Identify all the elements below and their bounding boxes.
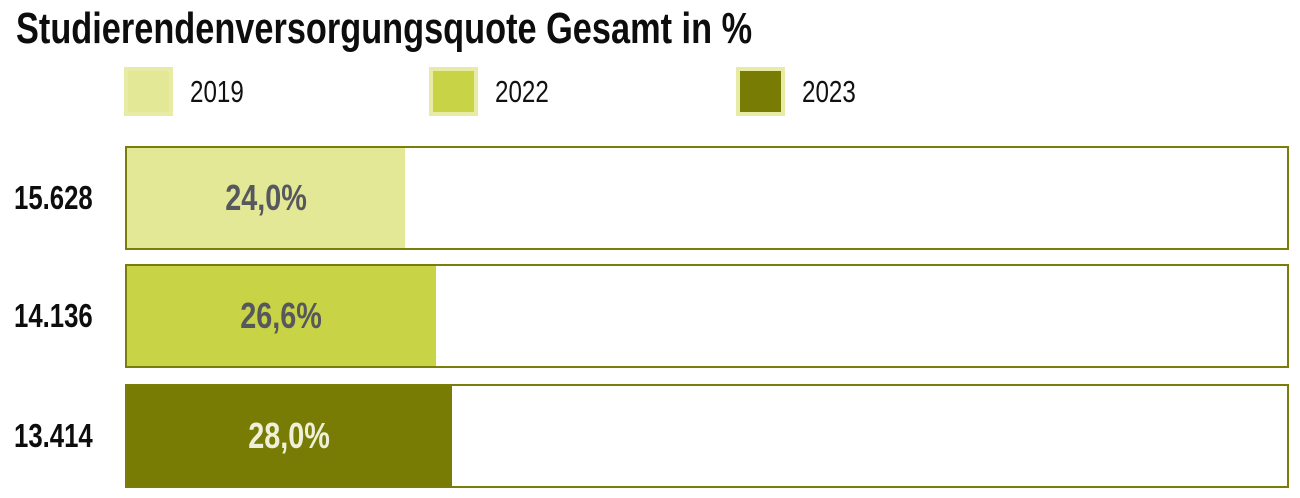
legend-swatch-2022 (429, 66, 478, 116)
bar-row-2019: 15.628 24,0% (0, 146, 1300, 250)
bar-count-label-2022: 14.136 (14, 297, 93, 334)
chart-title-text: Studierendenversorgungsquote Gesamt in % (16, 4, 753, 53)
bar-fill-2023: 28,0% (127, 386, 452, 486)
bar-track-2022: 26,6% (125, 264, 1289, 368)
legend-label-2023: 2023 (802, 73, 856, 109)
bar-value-label-2022: 26,6% (240, 295, 323, 336)
legend-item-2022: 2022 (429, 66, 564, 116)
bar-track-2023: 28,0% (125, 384, 1289, 488)
legend-label-2019: 2019 (190, 73, 244, 109)
legend-swatch-2019 (124, 66, 173, 116)
bar-count-label-2019: 15.628 (14, 179, 93, 216)
bar-value-label-2019: 24,0% (225, 177, 308, 218)
bar-value-label-2023: 28,0% (248, 415, 331, 456)
bar-row-2023: 13.414 28,0% (0, 384, 1300, 488)
bar-fill-2022: 26,6% (127, 266, 436, 366)
bar-count-label-2023: 13.414 (14, 417, 93, 454)
bar-row-2022: 14.136 26,6% (0, 264, 1300, 368)
legend-item-2023: 2023 (736, 66, 871, 116)
legend-item-2019: 2019 (124, 66, 259, 116)
legend-label-2022: 2022 (495, 73, 549, 109)
bar-track-2019: 24,0% (125, 146, 1289, 250)
bar-fill-2019: 24,0% (127, 148, 406, 248)
legend-swatch-2023 (736, 66, 785, 116)
chart-title: Studierendenversorgungsquote Gesamt in % (16, 0, 960, 58)
